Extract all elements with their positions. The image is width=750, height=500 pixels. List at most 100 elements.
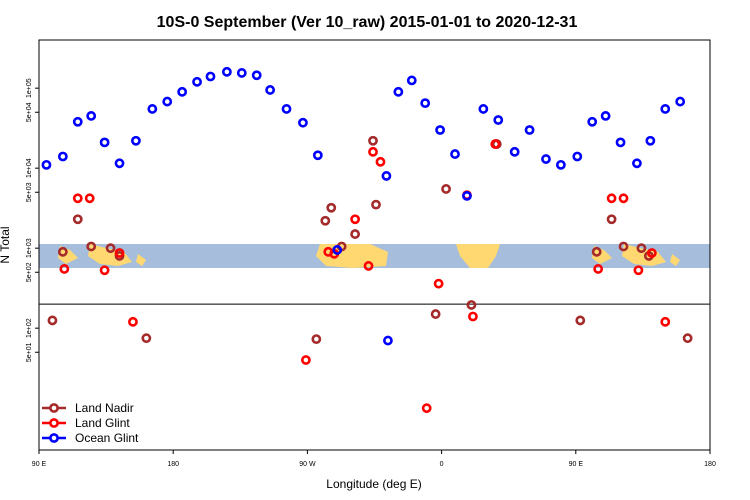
- land-glint-point: [606, 193, 617, 204]
- ocean-glint-point: [251, 70, 262, 81]
- ocean-glint-point: [265, 85, 276, 95]
- land-nadir-point: [320, 215, 331, 226]
- land-nadir-point: [72, 214, 83, 225]
- ocean-glint-point: [57, 151, 68, 162]
- y-tick-label: 1e+02: [26, 318, 33, 338]
- ocean-glint-point: [298, 117, 308, 128]
- legend-marker-land-glint: [49, 418, 59, 428]
- land-nadir-point: [618, 241, 629, 252]
- x-tick-label: 90 E: [32, 461, 47, 468]
- land-nadir-point: [350, 229, 361, 239]
- ocean-glint-point: [493, 115, 504, 125]
- land-nadir-point: [86, 241, 97, 252]
- land-nadir-point: [141, 333, 152, 344]
- y-tick-label: 5e+02: [26, 262, 33, 282]
- legend-marker-land-nadir: [49, 403, 59, 413]
- land-nadir-point: [311, 334, 322, 345]
- x-tick-label: 90 E: [569, 461, 584, 468]
- land-glint-point: [350, 214, 361, 225]
- ocean-glint-point: [660, 104, 671, 114]
- x-axis-label: Longitude (deg E): [326, 477, 421, 491]
- y-tick-label: 5e+01: [26, 342, 33, 362]
- y-tick-label: 5e+03: [26, 182, 33, 202]
- ocean-glint-point: [147, 104, 158, 114]
- land-glint-point: [433, 278, 444, 289]
- axis-ticks: 90 E 180 90 W 0 90 E 180 5e+01 1e+02 5e+02 1e+03 5…: [26, 78, 716, 468]
- land-nadir-point: [575, 315, 586, 326]
- land-glint-point: [114, 248, 125, 258]
- ocean-glint-point: [162, 96, 173, 107]
- land-nadir-point: [682, 333, 693, 344]
- land-glint-point: [301, 355, 311, 365]
- land-glint-point: [99, 265, 110, 276]
- map-band: [39, 244, 710, 268]
- ocean-glint-point: [131, 135, 141, 146]
- ocean-glint-point: [406, 75, 417, 86]
- ocean-glint-point: [632, 158, 642, 169]
- land-glint-point: [84, 193, 95, 204]
- land-nadir-point: [591, 246, 602, 257]
- ocean-glint-point: [332, 245, 343, 255]
- data-points: [41, 66, 693, 414]
- ocean-glint-point: [72, 116, 83, 127]
- ocean-glint-point: [450, 149, 460, 159]
- ocean-glint-point: [478, 104, 489, 114]
- y-tick-label: 5e+04: [26, 102, 33, 122]
- ocean-glint-point: [462, 191, 472, 201]
- ocean-glint-point: [281, 104, 292, 114]
- land-nadir-point: [326, 202, 337, 213]
- ocean-glint-point: [192, 76, 202, 87]
- legend-label-land-glint: Land Glint: [75, 416, 130, 430]
- x-tick-label: 180: [704, 461, 716, 468]
- land-nadir-point: [606, 214, 617, 225]
- land-glint-point: [593, 264, 604, 274]
- land-glint-point: [468, 311, 478, 322]
- land-glint-point: [618, 193, 629, 204]
- ocean-glint-point: [86, 111, 97, 121]
- ocean-glint-point: [236, 68, 247, 78]
- ocean-glint-point: [587, 116, 598, 127]
- ocean-glint-point: [420, 98, 431, 109]
- land-nadir-point: [368, 135, 378, 146]
- land-nadir-point: [441, 184, 451, 194]
- ocean-glint-point: [541, 154, 551, 164]
- y-tick-label: 1e+03: [26, 238, 33, 258]
- x-tick-label: 90 W: [299, 461, 316, 468]
- ocean-glint-point: [393, 86, 404, 97]
- land-glint-point: [660, 316, 671, 327]
- ocean-glint-point: [645, 135, 656, 146]
- land-glint-point: [72, 193, 83, 204]
- ocean-glint-point: [221, 66, 232, 77]
- ocean-glint-point: [312, 150, 323, 161]
- land-glint-point: [646, 248, 657, 258]
- land-nadir-point: [105, 243, 116, 254]
- land-glint-point: [490, 139, 501, 149]
- ocean-glint-point: [524, 125, 535, 135]
- ocean-glint-point: [509, 146, 520, 157]
- land-nadir-point: [430, 309, 441, 319]
- ocean-glint-point: [177, 86, 188, 97]
- ocean-glint-point: [381, 171, 392, 181]
- land-nadir-point: [371, 199, 381, 210]
- ocean-glint-point: [572, 151, 583, 162]
- ocean-glint-point: [99, 137, 110, 148]
- ocean-glint-point: [600, 111, 611, 121]
- x-tick-label: 180: [167, 461, 179, 468]
- ocean-glint-point: [435, 125, 446, 135]
- ocean-glint-point: [41, 159, 52, 170]
- land-nadir-point: [636, 243, 647, 254]
- ocean-glint-point: [675, 96, 686, 107]
- land-glint-point: [59, 264, 70, 274]
- ocean-glint-point: [615, 137, 626, 148]
- y-tick-label: 1e+04: [26, 158, 33, 178]
- chart-title: 10S-0 September (Ver 10_raw) 2015-01-01 …: [157, 14, 578, 31]
- ocean-glint-point: [205, 71, 216, 82]
- legend-label-land-nadir: Land Nadir: [75, 401, 134, 415]
- land-nadir-point: [57, 246, 68, 257]
- land-glint-point: [375, 156, 386, 167]
- x-tick-label: 0: [440, 461, 444, 468]
- ocean-glint-point: [114, 158, 125, 169]
- legend-marker-ocean-glint: [49, 433, 59, 443]
